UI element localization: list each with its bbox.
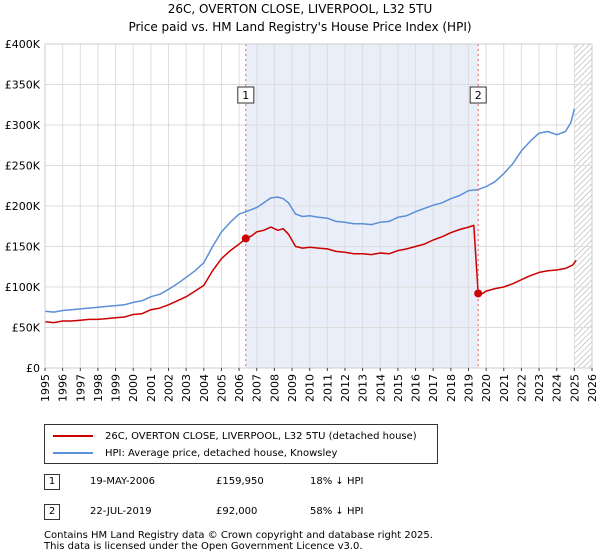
x-tick-label: 2014 <box>374 374 387 402</box>
footer-notice: Contains HM Land Registry data © Crown c… <box>44 530 433 552</box>
sale-label-number: 2 <box>475 89 482 102</box>
legend-label-hpi: HPI: Average price, detached house, Know… <box>105 447 338 459</box>
x-tick-label: 2024 <box>551 374 564 402</box>
x-tick-label: 2008 <box>268 374 281 402</box>
x-tick-label: 2006 <box>233 374 246 402</box>
x-tick-label: 1996 <box>57 374 70 402</box>
sale-label-box <box>237 86 255 104</box>
price-chart: 26C, OVERTON CLOSE, LIVERPOOL, L32 5TU P… <box>5 2 599 402</box>
x-tick-label: 1999 <box>110 374 123 402</box>
legend-label-property: 26C, OVERTON CLOSE, LIVERPOOL, L32 5TU (… <box>105 430 417 442</box>
legend-entry-hpi: HPI: Average price, detached house, Know… <box>53 445 337 461</box>
x-tick-label: 2017 <box>427 374 440 402</box>
sale-date: 19-MAY-2006 <box>90 476 156 487</box>
y-tick-label: £100K <box>5 281 41 294</box>
x-tick-label: 2021 <box>498 374 511 402</box>
series-line-property <box>44 224 577 324</box>
footer-line-2: This data is licensed under the Open Gov… <box>44 541 363 552</box>
series-line-hpi <box>44 108 576 313</box>
y-tick-label: £0 <box>26 362 40 375</box>
chart-subtitle: Price paid vs. HM Land Registry's House … <box>128 20 471 34</box>
sale-row: 2 22-JUL-2019 £92,000 58% ↓ HPI <box>44 504 444 524</box>
y-tick-label: £50K <box>12 322 41 335</box>
y-tick-label: £200K <box>5 200 41 213</box>
x-tick-label: 2026 <box>586 374 599 402</box>
legend-entry-property: 26C, OVERTON CLOSE, LIVERPOOL, L32 5TU (… <box>53 428 417 444</box>
chart-title: 26C, OVERTON CLOSE, LIVERPOOL, L32 5TU <box>168 2 433 16</box>
x-tick-label: 2012 <box>339 374 352 402</box>
sale-point <box>241 234 250 243</box>
sale-date: 22-JUL-2019 <box>90 506 152 517</box>
footer-line-1: Contains HM Land Registry data © Crown c… <box>44 530 433 541</box>
x-tick-label: 2003 <box>180 374 193 402</box>
chart-legend: 26C, OVERTON CLOSE, LIVERPOOL, L32 5TU (… <box>44 424 438 464</box>
x-tick-label: 2023 <box>533 374 546 402</box>
x-tick-label: 1998 <box>92 374 105 402</box>
legend-swatch-blue <box>53 452 93 454</box>
y-tick-label: £400K <box>5 38 41 51</box>
sale-number-badge: 1 <box>44 474 60 490</box>
x-tick-label: 2016 <box>410 374 423 402</box>
x-tick-label: 2025 <box>568 374 581 402</box>
x-tick-label: 1997 <box>74 374 87 402</box>
sale-hpi-diff: 18% ↓ HPI <box>310 476 364 487</box>
y-tick-label: £150K <box>5 241 41 254</box>
x-tick-label: 2009 <box>286 374 299 402</box>
x-tick-label: 2018 <box>445 374 458 402</box>
sale-number-badge: 2 <box>44 504 60 520</box>
x-tick-label: 1995 <box>39 374 52 402</box>
x-tick-label: 2015 <box>392 374 405 402</box>
plot-frame <box>44 43 593 369</box>
sale-price: £92,000 <box>216 506 258 517</box>
x-tick-label: 2005 <box>215 374 228 402</box>
sale-hpi-diff: 58% ↓ HPI <box>310 506 364 517</box>
x-tick-label: 2001 <box>145 374 158 402</box>
x-tick-label: 2000 <box>127 374 140 402</box>
y-tick-label: £250K <box>5 160 41 173</box>
x-tick-label: 2019 <box>462 374 475 402</box>
sale-label-box <box>469 86 487 104</box>
x-tick-label: 2011 <box>321 374 334 402</box>
x-tick-label: 2022 <box>515 374 528 402</box>
x-tick-label: 2020 <box>480 374 493 402</box>
x-tick-label: 2007 <box>251 374 264 402</box>
sale-row: 1 19-MAY-2006 £159,950 18% ↓ HPI <box>44 474 444 494</box>
y-tick-label: £300K <box>5 119 41 132</box>
x-tick-label: 2002 <box>163 374 176 402</box>
y-tick-label: £350K <box>5 79 41 92</box>
x-tick-label: 2004 <box>198 374 211 402</box>
sale-price: £159,950 <box>216 476 264 487</box>
legend-swatch-red <box>53 435 93 437</box>
sale-point <box>474 289 483 298</box>
sale-label-number: 1 <box>242 89 249 102</box>
x-tick-label: 2013 <box>357 374 370 402</box>
x-tick-label: 2010 <box>304 374 317 402</box>
